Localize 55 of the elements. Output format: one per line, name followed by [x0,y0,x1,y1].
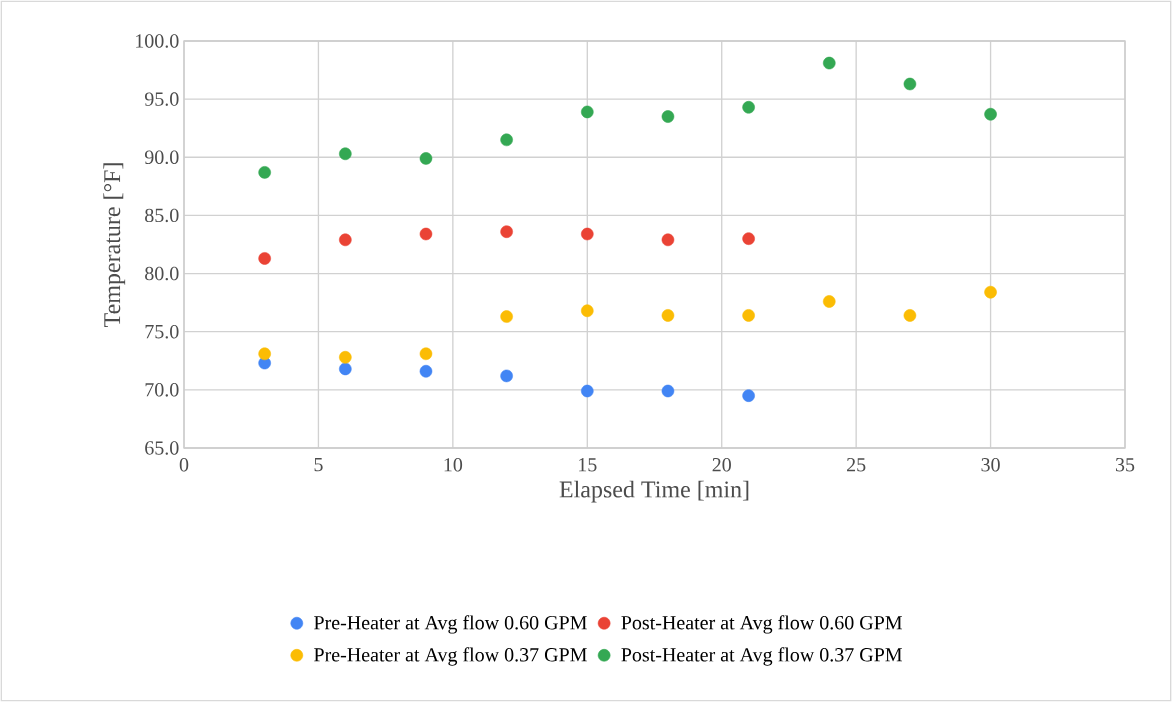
point [581,227,594,241]
point [581,105,594,119]
point [339,351,352,364]
legend-label: Pre-Heater at Avg flow 0.37 GPM [314,647,587,666]
point [258,252,271,265]
x-tick-label: 10 [444,458,463,472]
point [581,304,594,318]
point [661,309,675,322]
point [258,347,271,361]
point [984,107,997,121]
x-tick-label: 15 [579,458,597,472]
point [339,233,352,247]
point [742,232,755,245]
point [339,362,352,376]
point [661,110,675,123]
point [419,347,433,361]
x-axis-title: Elapsed Time [min] [559,480,749,503]
point [581,384,594,398]
x-tick-label: 5 [314,458,323,472]
y-tick-label: 65.0 [145,441,179,455]
y-tick-label: 70.0 [145,383,179,397]
point [419,227,433,241]
y-tick-label: 90.0 [144,150,179,165]
point [984,285,997,299]
y-axis-title: Temperature [°F] [103,163,126,327]
y-tick-label: 95.0 [144,92,179,106]
x-tick-label: 30 [981,458,1000,472]
point [419,364,433,378]
point [339,147,352,161]
y-tick-label: 75.0 [145,324,179,339]
y-tick-label: 80.0 [145,266,179,281]
point [742,389,755,402]
point [258,166,271,179]
x-tick-label: 25 [847,458,866,472]
point [500,310,513,323]
x-tick-label: 20 [712,458,731,472]
legend-label: Post-Heater at Avg flow 0.37 GPM [621,647,903,666]
point [419,152,433,165]
legend-label: Post-Heater at Avg flow 0.60 GPM [621,615,903,634]
point [822,295,836,308]
x-tick-label: 35 [1115,458,1135,472]
y-tick-label: 100.0 [136,34,179,48]
x-tick-label: 0 [179,458,189,472]
point [500,369,513,383]
y-tick-label: 85.0 [145,208,179,223]
point [661,384,675,398]
point [500,133,513,147]
point [661,233,675,247]
legend-label: Pre-Heater at Avg flow 0.60 GPM [314,615,587,634]
point [742,309,755,322]
point [742,101,755,114]
point [500,225,513,238]
point [822,56,836,70]
point [903,77,917,91]
point [903,309,917,322]
